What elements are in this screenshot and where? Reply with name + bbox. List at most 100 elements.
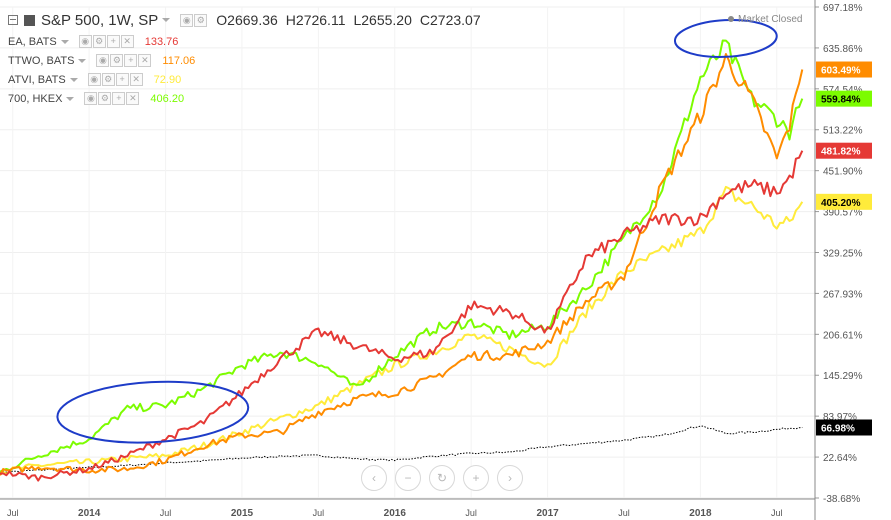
- gear-icon[interactable]: ⚙: [110, 54, 124, 67]
- chart-legend: S&P 500, 1W, SP ◉ ⚙ O2669.36 H2726.11 L2…: [8, 8, 489, 108]
- y-tick-label: 83.97%: [823, 412, 857, 423]
- y-tick-label: 451.90%: [823, 167, 863, 178]
- market-status: Market Closed: [728, 14, 802, 25]
- x-axis: Jul 2014 Jul 2015 Jul 2016 Jul 2017 Jul 2018 Jul: [0, 498, 815, 519]
- series-line: [0, 150, 804, 482]
- compare-symbol-value: 133.76: [144, 35, 179, 48]
- compare-symbol-row: EA, BATS ◉ ⚙ + ✕ 133.76: [8, 32, 489, 51]
- x-tick-label: Jul: [618, 508, 630, 518]
- x-tick-label: 2018: [689, 508, 712, 519]
- x-tick-label: Jul: [160, 508, 172, 518]
- chevron-down-icon[interactable]: [66, 96, 75, 101]
- compare-symbol-controls: ◉ ⚙ + ✕: [84, 92, 140, 105]
- gear-icon[interactable]: ⚙: [98, 92, 112, 105]
- last-value-label: 481.82%: [821, 147, 861, 158]
- last-value-label: 559.84%: [821, 95, 861, 106]
- eye-icon[interactable]: ◉: [84, 92, 98, 105]
- eye-icon[interactable]: ◉: [96, 54, 110, 67]
- plus-icon[interactable]: +: [112, 92, 126, 105]
- close-icon[interactable]: ✕: [129, 73, 143, 86]
- last-value-label: 603.49%: [821, 66, 861, 77]
- close-value: C2723.07: [419, 12, 481, 28]
- gear-icon[interactable]: ⚙: [194, 13, 208, 27]
- compare-symbol-row: TTWO, BATS ◉ ⚙ + ✕ 117.06: [8, 51, 489, 70]
- last-value-badge: [816, 61, 872, 78]
- series-line: [0, 425, 803, 474]
- plus-icon[interactable]: +: [106, 35, 120, 48]
- plus-icon[interactable]: +: [463, 465, 489, 491]
- eye-icon[interactable]: ◉: [78, 35, 92, 48]
- close-icon[interactable]: ✕: [120, 35, 134, 48]
- y-tick-label: -38.68%: [823, 494, 860, 505]
- chevron-down-icon[interactable]: [69, 77, 78, 82]
- main-symbol-label[interactable]: S&P 500, 1W, SP: [41, 11, 159, 29]
- chart-nav-controls: ‹ − ↻ + ›: [361, 465, 531, 491]
- last-value-badge: [816, 142, 872, 159]
- x-tick-label: Jul: [771, 508, 783, 518]
- y-tick-label: 513.22%: [823, 126, 863, 137]
- open-value: O2669.36: [216, 12, 278, 28]
- last-value-label: 66.98%: [821, 423, 855, 434]
- eye-icon[interactable]: ◉: [87, 73, 101, 86]
- compare-symbol-label[interactable]: ATVI, BATS: [8, 73, 66, 86]
- y-tick-label: 267.93%: [823, 289, 863, 300]
- main-symbol-row: S&P 500, 1W, SP ◉ ⚙ O2669.36 H2726.11 L2…: [8, 8, 489, 32]
- chevron-down-icon[interactable]: [162, 18, 171, 22]
- collapse-icon[interactable]: [8, 15, 18, 25]
- compare-symbol-label[interactable]: 700, HKEX: [8, 92, 63, 105]
- y-tick-label: 390.57%: [823, 208, 863, 219]
- series-layer: [0, 39, 804, 482]
- gear-icon[interactable]: ⚙: [101, 73, 115, 86]
- compare-symbol-controls: ◉ ⚙ + ✕: [87, 73, 144, 86]
- minus-icon[interactable]: −: [395, 465, 421, 491]
- y-tick-label: 574.54%: [823, 85, 863, 96]
- compare-symbol-label[interactable]: EA, BATS: [8, 35, 57, 48]
- last-value-labels: 603.49% 559.84% 481.82% 405.20% 66.98%: [816, 61, 872, 436]
- chevron-down-icon[interactable]: [78, 58, 87, 63]
- last-value-label: 405.20%: [821, 198, 861, 209]
- close-icon[interactable]: ✕: [126, 92, 140, 105]
- y-tick-label: 697.18%: [823, 3, 863, 14]
- x-tick-label: Jul: [7, 508, 19, 518]
- plus-icon[interactable]: +: [124, 54, 138, 67]
- last-value-badge: [816, 193, 872, 210]
- chevron-down-icon[interactable]: [60, 39, 69, 44]
- reset-icon[interactable]: ↻: [429, 465, 455, 491]
- y-tick-label: 206.61%: [823, 330, 863, 341]
- compare-symbol-controls: ◉ ⚙ + ✕: [78, 35, 135, 48]
- compare-symbol-label[interactable]: TTWO, BATS: [8, 54, 75, 67]
- x-tick-label: 2014: [78, 508, 101, 519]
- annotation-layer: [56, 18, 778, 444]
- annotation-ellipse: [56, 380, 250, 444]
- y-axis: 697.18% 635.86% 574.54% 513.22% 451.90% 390.5…: [814, 0, 863, 520]
- last-value-badge: [816, 419, 872, 436]
- plus-icon[interactable]: +: [115, 73, 129, 86]
- compare-symbol-value: 117.06: [162, 54, 196, 67]
- chevron-left-icon[interactable]: ‹: [361, 465, 387, 491]
- eye-icon[interactable]: ◉: [180, 13, 194, 27]
- series-line: [0, 185, 804, 476]
- x-tick-label: 2017: [536, 508, 559, 519]
- y-tick-label: 145.29%: [823, 371, 863, 382]
- y-tick-label: 22.64%: [823, 453, 857, 464]
- compare-symbol-controls: ◉ ⚙ + ✕: [96, 54, 152, 67]
- annotation-ellipse: [673, 18, 778, 58]
- symbol-marker-icon: [24, 14, 35, 26]
- compare-symbol-rows: EA, BATS ◉ ⚙ + ✕ 133.76 TTWO, BATS ◉ ⚙ + ✕ 117.06 AT…: [8, 32, 489, 108]
- main-symbol-controls: ◉ ⚙: [180, 13, 208, 27]
- high-value: H2726.11: [285, 12, 346, 28]
- close-icon[interactable]: ✕: [138, 54, 152, 67]
- compare-symbol-value: 72.90: [153, 73, 182, 86]
- chevron-right-icon[interactable]: ›: [497, 465, 523, 491]
- low-value: L2655.20: [353, 12, 412, 28]
- x-tick-label: Jul: [313, 508, 325, 518]
- series-line: [0, 39, 804, 473]
- series-line: [0, 53, 804, 476]
- y-tick-label: 329.25%: [823, 249, 863, 260]
- x-tick-label: 2015: [231, 508, 254, 519]
- x-tick-label: Jul: [465, 508, 477, 518]
- x-tick-label: 2016: [384, 508, 407, 519]
- compare-symbol-row: ATVI, BATS ◉ ⚙ + ✕ 72.90: [8, 70, 489, 89]
- gear-icon[interactable]: ⚙: [92, 35, 106, 48]
